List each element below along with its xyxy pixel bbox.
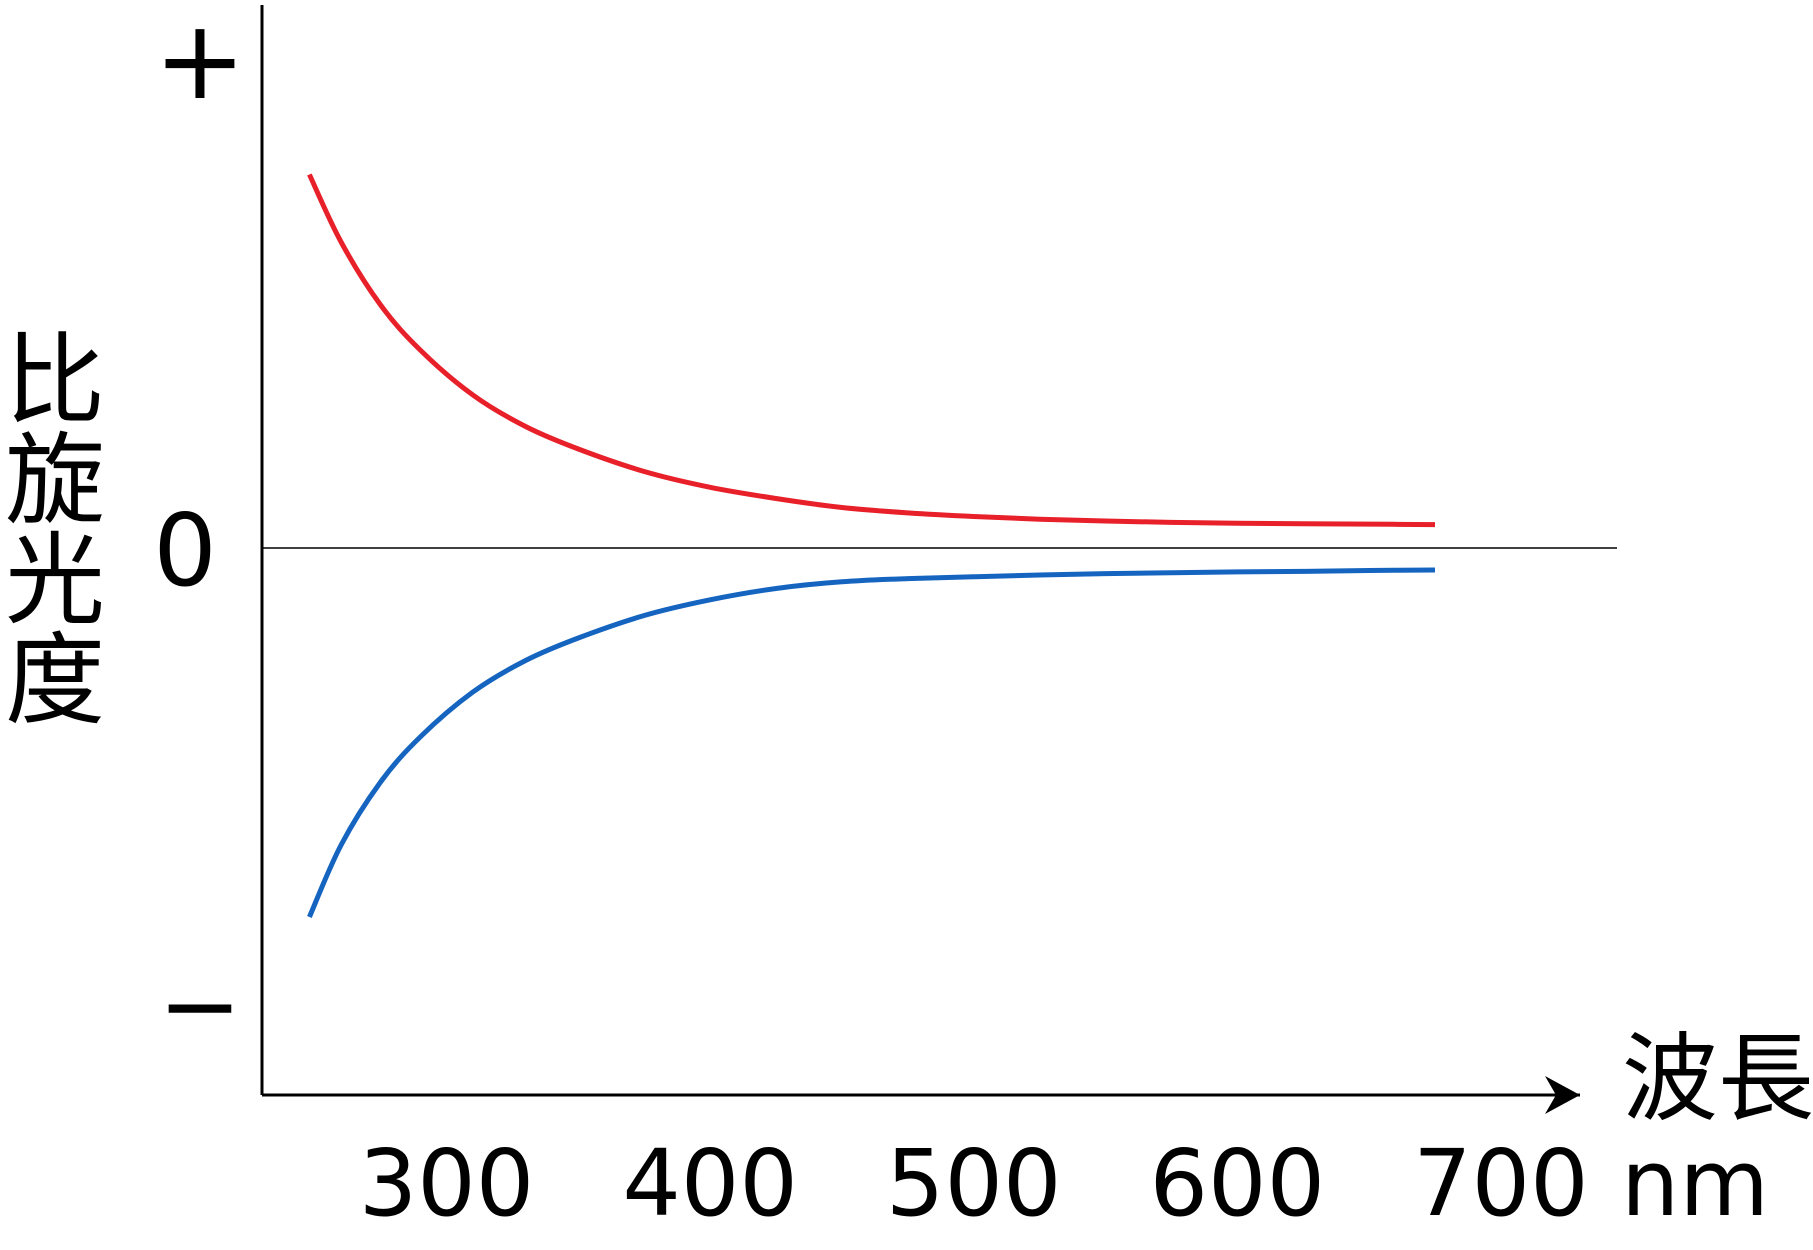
positive-rotation-curve (307, 173, 1436, 528)
y-tick-zero: 0 (153, 492, 217, 609)
x-tick-label-400: 400 (622, 1130, 798, 1237)
x-tick-label-700: 700 (1413, 1130, 1589, 1237)
x-axis-label: 波長 (1622, 1023, 1813, 1135)
y-axis-label-char-0: 比 (5, 322, 105, 439)
x-tick-label-300: 300 (359, 1130, 535, 1237)
y-axis-label-char-3: 度 (5, 622, 105, 739)
y-axis-label-char-2: 光 (5, 522, 105, 639)
series-layer (307, 173, 1436, 919)
y-axis-label-char-1: 旋 (5, 422, 105, 539)
negative-rotation-curve (307, 567, 1436, 919)
y-tick-minus: − (158, 947, 242, 1064)
x-tick-label-500: 500 (886, 1130, 1062, 1237)
x-tick-labels: 300 400 500 600 700 (359, 1130, 1589, 1237)
x-axis-unit: nm (1621, 1130, 1769, 1237)
x-tick-label-600: 600 (1150, 1130, 1326, 1237)
y-tick-plus: + (154, 0, 246, 124)
x-axis-arrowhead (1545, 1076, 1580, 1114)
